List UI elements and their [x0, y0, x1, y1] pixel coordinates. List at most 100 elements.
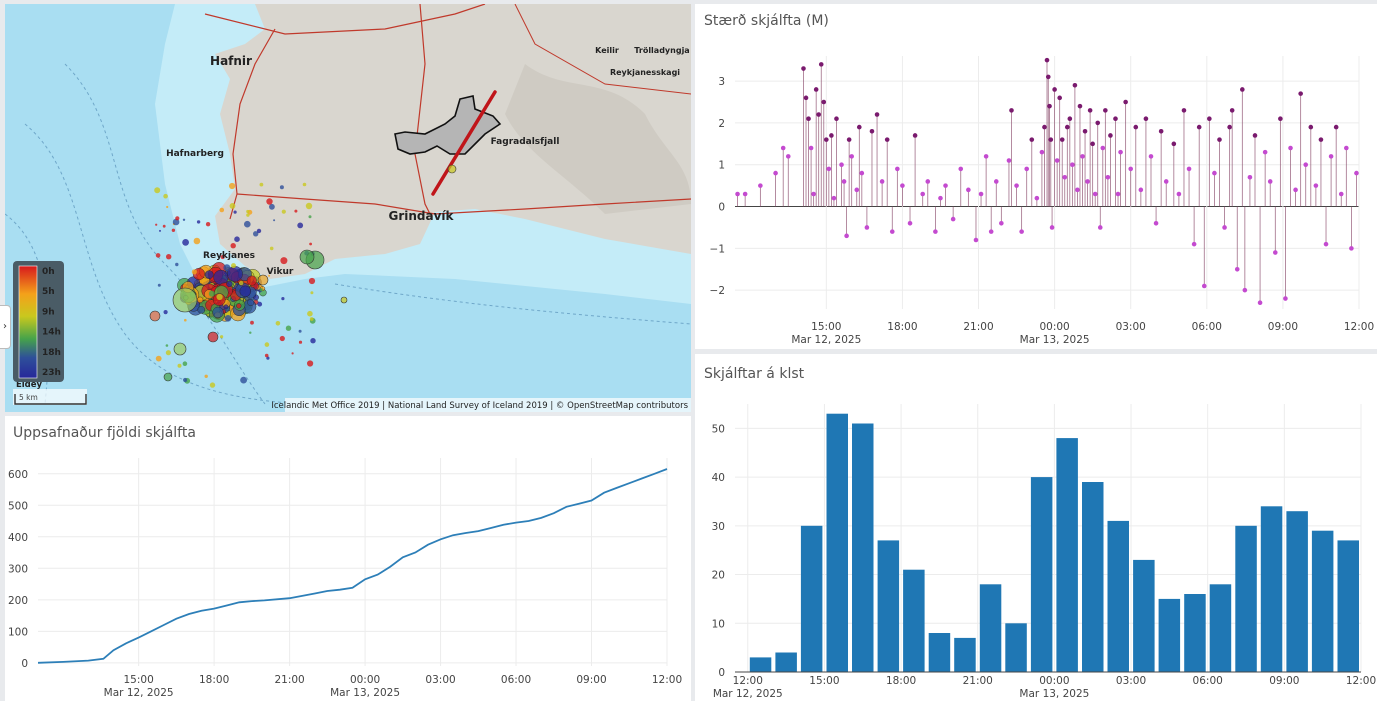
- magnitude-point: [1044, 57, 1050, 63]
- time-legend: 0h 5h 9h 14h 18h 23h: [13, 261, 64, 382]
- earthquake-dot: [257, 301, 263, 307]
- earthquake-dot: [162, 224, 166, 228]
- magnitude-point: [1057, 95, 1062, 101]
- magnitude-point: [988, 229, 994, 234]
- magnitude-point: [826, 166, 832, 172]
- magnitude-point: [874, 112, 880, 117]
- hourly-x-date-label: Mar 12, 2025: [713, 688, 783, 700]
- place-label-1: Hafnarberg: [166, 149, 224, 159]
- map-canvas[interactable]: Hafnir Hafnarberg Grindavík Fagradalsfjall K…: [5, 4, 691, 412]
- magnitude-point: [834, 116, 839, 122]
- place-label-8: Vikur: [267, 267, 294, 277]
- magnitude-point: [1227, 124, 1232, 130]
- magnitude-point: [1247, 174, 1253, 180]
- hourly-bar: [979, 584, 1002, 672]
- magnitude-point: [895, 166, 900, 172]
- magnitude-point: [1092, 191, 1098, 197]
- earthquake-dot: [220, 254, 225, 260]
- earthquake-dot: [259, 288, 263, 292]
- magnitude-point: [735, 191, 740, 197]
- magnitude-y-tick-label: 0: [718, 202, 725, 214]
- place-label-9: Eldey: [16, 380, 43, 390]
- magnitude-point: [943, 183, 948, 188]
- hourly-x-tick-label: 09:00: [1269, 675, 1299, 687]
- hourly-x-tick-label: 00:00: [1039, 675, 1069, 687]
- magnitude-point: [900, 183, 905, 188]
- magnitude-point: [813, 87, 819, 92]
- magnitude-point: [912, 133, 918, 138]
- earthquake-dot: [299, 249, 315, 265]
- magnitude-point: [1095, 120, 1101, 126]
- earthquake-dot: [209, 382, 216, 388]
- depth-contour: [24, 123, 306, 405]
- earthquake-dot: [223, 264, 231, 272]
- magnitude-point: [1212, 170, 1217, 176]
- earthquake-dot: [213, 269, 229, 285]
- earthquake-dot: [166, 205, 169, 209]
- magnitude-point: [950, 216, 956, 222]
- magnitude-y-tick-label: −1: [710, 243, 725, 255]
- magnitude-x-date-label: Mar 12, 2025: [791, 334, 861, 346]
- earthquake-dot: [224, 315, 232, 322]
- hourly-bar: [749, 657, 772, 672]
- hourly-bar: [1311, 530, 1334, 672]
- magnitude-point: [1158, 128, 1164, 134]
- hourly-bar: [1235, 525, 1257, 672]
- hourly-x-tick-label: 12:00: [1346, 675, 1376, 687]
- cumulative-x-date-label: Mar 13, 2025: [330, 687, 400, 699]
- magnitude-chart: Stærð skjálfta (M) 3 2 1 0 −1 −2 15:00 Mar 12, …: [695, 4, 1377, 349]
- earthquake-dot: [249, 331, 252, 334]
- earthquake-dot: [197, 296, 204, 303]
- earthquake-dot: [236, 303, 242, 309]
- earthquake-dot: [204, 374, 208, 378]
- place-label-6: Reykjanesskagi: [610, 68, 680, 77]
- magnitude-point: [938, 195, 943, 201]
- hourly-y-tick-label: 20: [712, 570, 725, 582]
- legend-label-23h: 23h: [42, 368, 61, 378]
- earthquake-dot: [163, 372, 173, 382]
- magnitude-point: [1054, 158, 1060, 163]
- earthquake-dot: [196, 220, 201, 224]
- magnitude-point: [884, 137, 890, 142]
- earthquake-dot: [163, 310, 168, 315]
- earthquake-dot: [219, 207, 225, 213]
- magnitude-point: [839, 162, 844, 168]
- magnitude-point: [1171, 141, 1177, 147]
- hourly-x-tick-label: 18:00: [886, 675, 916, 687]
- magnitude-point: [983, 154, 989, 159]
- earthquake-dot: [307, 360, 314, 367]
- magnitude-point: [1283, 296, 1288, 301]
- chevron-right-icon[interactable]: ›: [0, 305, 11, 349]
- magnitude-point: [1123, 99, 1128, 105]
- magnitude-point: [1344, 145, 1349, 151]
- earthquake-dot: [234, 236, 240, 242]
- magnitude-point: [925, 179, 931, 184]
- magnitude-point: [1272, 250, 1278, 255]
- earthquake-dot: [229, 182, 236, 190]
- magnitude-point: [1308, 124, 1314, 130]
- cumulative-x-tick-label: 03:00: [425, 674, 455, 686]
- hourly-bar: [928, 633, 951, 672]
- magnitude-y-tick-label: −2: [710, 285, 725, 297]
- earthquake-dot: [340, 296, 348, 304]
- cumulative-y-tick-label: 500: [8, 500, 28, 512]
- hourly-marks: [749, 413, 1359, 672]
- hourly-bar: [1337, 540, 1359, 672]
- magnitude-x-tick-label: 09:00: [1268, 321, 1298, 333]
- earthquake-map[interactable]: Hafnir Hafnarberg Grindavík Fagradalsfjall K…: [5, 4, 691, 412]
- earthquake-dot: [226, 280, 233, 288]
- earthquake-dot: [246, 209, 250, 214]
- magnitude-x-tick-label: 12:00: [1344, 321, 1374, 333]
- earthquake-dot: [273, 219, 276, 222]
- magnitude-point: [831, 195, 837, 201]
- hourly-bar: [954, 637, 976, 672]
- hourly-chart: Skjálftar á klst 0 10 20 30 40 50 12:00 Mar 12,…: [695, 354, 1377, 701]
- magnitude-point: [1293, 187, 1298, 193]
- cumulative-y-tick-label: 100: [8, 626, 28, 638]
- magnitude-point: [1333, 124, 1339, 130]
- magnitude-point: [1217, 137, 1222, 142]
